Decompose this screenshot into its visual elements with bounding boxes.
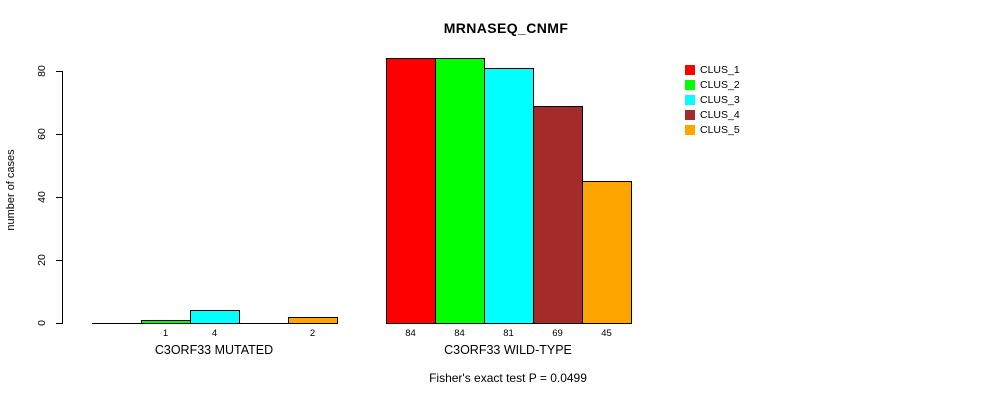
legend-swatch <box>685 124 695 135</box>
legend-item: CLUS_4 <box>685 107 740 122</box>
bar-value-label: 81 <box>503 328 514 339</box>
bar-clus_4-group1 <box>533 106 583 324</box>
y-axis-line <box>62 71 63 324</box>
bar-clus_3-group0 <box>190 310 240 324</box>
legend-item: CLUS_2 <box>685 77 740 92</box>
chart-title: MRNASEQ_CNMF <box>443 20 569 36</box>
bar-clus_5-group0 <box>288 317 338 324</box>
legend-label: CLUS_1 <box>700 63 740 76</box>
legend-item: CLUS_3 <box>685 92 740 107</box>
bar-value-label: 45 <box>601 328 612 339</box>
legend-label: CLUS_3 <box>700 93 740 106</box>
y-tick-label: 80 <box>36 65 48 77</box>
bar-value-label: 84 <box>454 328 465 339</box>
y-tick-mark <box>56 323 62 324</box>
legend-label: CLUS_2 <box>700 78 740 91</box>
legend-item: CLUS_5 <box>685 122 740 137</box>
y-tick-mark <box>56 260 62 261</box>
y-tick-label: 40 <box>36 191 48 203</box>
y-tick-mark <box>56 71 62 72</box>
bar-value-label: 84 <box>405 328 416 339</box>
bar-clus_1-group1 <box>386 58 436 324</box>
bar-clus_2-group1 <box>435 58 485 324</box>
bar-clus_5-group1 <box>582 181 632 324</box>
y-tick-label: 0 <box>36 320 48 326</box>
legend-item: CLUS_1 <box>685 62 740 77</box>
bar-value-label: 1 <box>162 328 169 339</box>
y-tick-label: 60 <box>36 128 48 140</box>
legend-label: CLUS_4 <box>700 108 740 121</box>
legend-swatch <box>685 79 695 90</box>
y-tick-mark <box>56 134 62 135</box>
legend-swatch <box>685 64 695 75</box>
y-tick-label: 20 <box>36 254 48 266</box>
bar-value-label: 4 <box>211 328 218 339</box>
y-tick-mark <box>56 197 62 198</box>
legend-label: CLUS_5 <box>700 123 740 136</box>
bar-value-label: 69 <box>552 328 563 339</box>
legend: CLUS_1 CLUS_2 CLUS_3 CLUS_4 CLUS_5 <box>685 62 740 137</box>
bar-value-label: 2 <box>309 328 316 339</box>
y-axis-label: number of cases <box>5 149 17 231</box>
bar-clus_2-group0 <box>141 320 191 324</box>
legend-swatch <box>685 109 695 120</box>
legend-swatch <box>685 94 695 105</box>
x-group-label-wildtype: C3ORF33 WILD-TYPE <box>444 343 572 357</box>
x-group-label-mutated: C3ORF33 MUTATED <box>154 343 274 357</box>
bar-clus_3-group1 <box>484 68 534 324</box>
annotation-text: Fisher's exact test P = 0.0499 <box>429 371 587 385</box>
